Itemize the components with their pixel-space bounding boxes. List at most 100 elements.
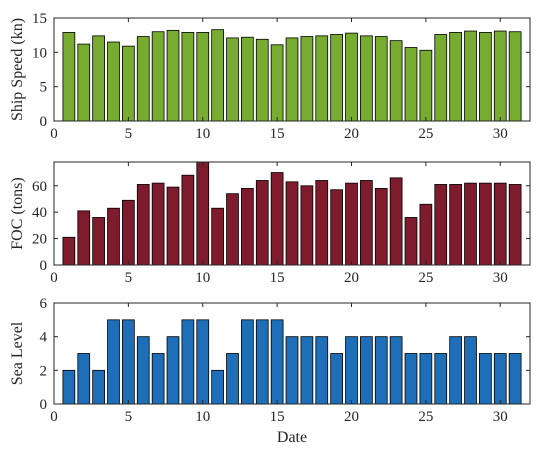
foc-bar-26	[434, 184, 448, 266]
foc-xtick-label-1: 5	[125, 270, 133, 286]
foc-xtick-label-4: 20	[344, 270, 359, 286]
speed-bar-21	[360, 35, 373, 122]
foc-xtick-label-0: 0	[50, 270, 58, 286]
speed-ytick-label-3: 15	[32, 11, 47, 27]
foc-ytick-label-2: 40	[32, 205, 47, 221]
speed-bar-15	[270, 44, 284, 122]
foc-bar-25	[419, 203, 433, 266]
foc-bar-30	[493, 182, 507, 266]
foc-ytick-label-0: 0	[40, 258, 48, 274]
foc-xtick-label-6: 30	[493, 270, 508, 286]
speed-bar-16	[285, 37, 299, 122]
foc-bar-14	[255, 180, 269, 266]
sea-level-bar-9	[181, 319, 195, 405]
foc-bar-18	[315, 180, 329, 266]
sea-level-xtick-label-3: 15	[270, 409, 285, 425]
speed-bar-29	[479, 32, 492, 122]
sea-level-bar-18	[315, 336, 329, 405]
speed-xtick-label-1: 5	[125, 126, 133, 142]
foc-bar-24	[404, 217, 418, 266]
foc-bar-6	[136, 184, 150, 266]
sea-level-ytick-label-1: 2	[40, 363, 48, 379]
sea-level-bar-23	[389, 336, 403, 405]
speed-bar-13	[241, 36, 254, 122]
sea-level-ylabel: Sea Level	[9, 321, 26, 385]
sea-level-bar-28	[464, 336, 477, 405]
foc-bar-1	[62, 236, 76, 266]
sea-level-bar-17	[300, 336, 314, 405]
foc-bar-28	[464, 182, 477, 266]
speed-xtick-label-6: 30	[493, 126, 508, 142]
speed-bar-8	[166, 29, 180, 122]
sea-level-axes-box	[53, 302, 531, 405]
sea-level-xtick-label-2: 10	[195, 409, 210, 425]
foc-xtick-label-5: 25	[418, 270, 433, 286]
sea-level-bar-12	[226, 353, 239, 405]
speed-bar-10	[196, 32, 210, 122]
foc-ytick-label-3: 60	[32, 179, 47, 195]
sea-level-xtick-label-6: 30	[493, 409, 508, 425]
speed-axes-box	[53, 17, 531, 122]
sea-level-bar-20	[345, 336, 358, 405]
speed-bar-28	[464, 30, 477, 122]
speed-bar-14	[255, 38, 269, 122]
foc-bar-3	[92, 217, 105, 266]
speed-bar-24	[404, 47, 418, 122]
speed-bar-20	[345, 32, 358, 122]
sea-level-ytick-label-2: 4	[40, 330, 48, 346]
foc-bar-13	[241, 188, 254, 266]
sea-level-bar-27	[449, 336, 462, 405]
foc-ylabel: FOC (tons)	[9, 177, 26, 249]
foc-bar-8	[166, 186, 180, 266]
foc-bar-4	[107, 207, 120, 266]
foc-bar-5	[122, 199, 135, 266]
foc-bar-27	[449, 184, 462, 266]
speed-bar-31	[508, 31, 522, 122]
sea-level-ytick-label-3: 6	[40, 296, 48, 312]
speed-bar-5	[122, 45, 135, 122]
sea-level-bar-19	[330, 353, 343, 405]
sea-level-xtick-label-1: 5	[125, 409, 133, 425]
foc-axes-box	[53, 161, 531, 266]
foc-panel: 0 5 10 15 20 25 30 0 20 40 60 FOC (tons)	[9, 161, 531, 286]
speed-bar-17	[300, 36, 314, 122]
sea-level-panel: 0 5 10 15 20 25 30 0 2 4 6 Sea Level Date	[9, 296, 531, 446]
foc-bar-9	[181, 174, 195, 266]
sea-level-xlabel: Date	[277, 429, 307, 446]
sea-level-bar-24	[404, 353, 418, 405]
speed-bar-30	[493, 30, 507, 122]
speed-bar-3	[92, 35, 105, 122]
foc-bar-29	[479, 182, 492, 266]
sea-level-bar-22	[374, 336, 388, 405]
speed-bar-19	[330, 34, 343, 122]
speed-bar-7	[151, 31, 165, 122]
sea-level-bar-14	[255, 319, 269, 405]
sea-level-bar-5	[122, 319, 135, 405]
foc-ytick-label-1: 20	[32, 232, 47, 248]
speed-xtick-label-3: 15	[270, 126, 285, 142]
sea-level-bar-4	[107, 319, 120, 405]
sea-level-bar-10	[196, 319, 210, 405]
foc-bar-20	[345, 182, 358, 266]
speed-bar-18	[315, 35, 329, 122]
sea-level-bar-7	[151, 353, 165, 405]
speed-bar-12	[226, 37, 239, 122]
sea-level-bar-6	[136, 336, 150, 405]
speed-bar-2	[77, 43, 91, 122]
sea-level-bar-11	[211, 369, 224, 405]
sea-level-xtick-label-0: 0	[50, 409, 58, 425]
speed-bar-1	[62, 32, 76, 122]
sea-level-bar-15	[270, 319, 284, 405]
sea-level-xtick-label-5: 25	[418, 409, 433, 425]
sea-level-bar-3	[92, 369, 105, 405]
foc-bar-31	[508, 184, 522, 266]
speed-bar-27	[449, 32, 462, 122]
speed-xtick-label-0: 0	[50, 126, 58, 142]
foc-bar-22	[374, 188, 388, 266]
speed-bar-25	[419, 49, 433, 122]
speed-bar-23	[389, 40, 403, 122]
speed-bar-26	[434, 34, 448, 122]
speed-ytick-label-2: 10	[32, 45, 47, 61]
sea-level-bar-1	[62, 369, 76, 405]
